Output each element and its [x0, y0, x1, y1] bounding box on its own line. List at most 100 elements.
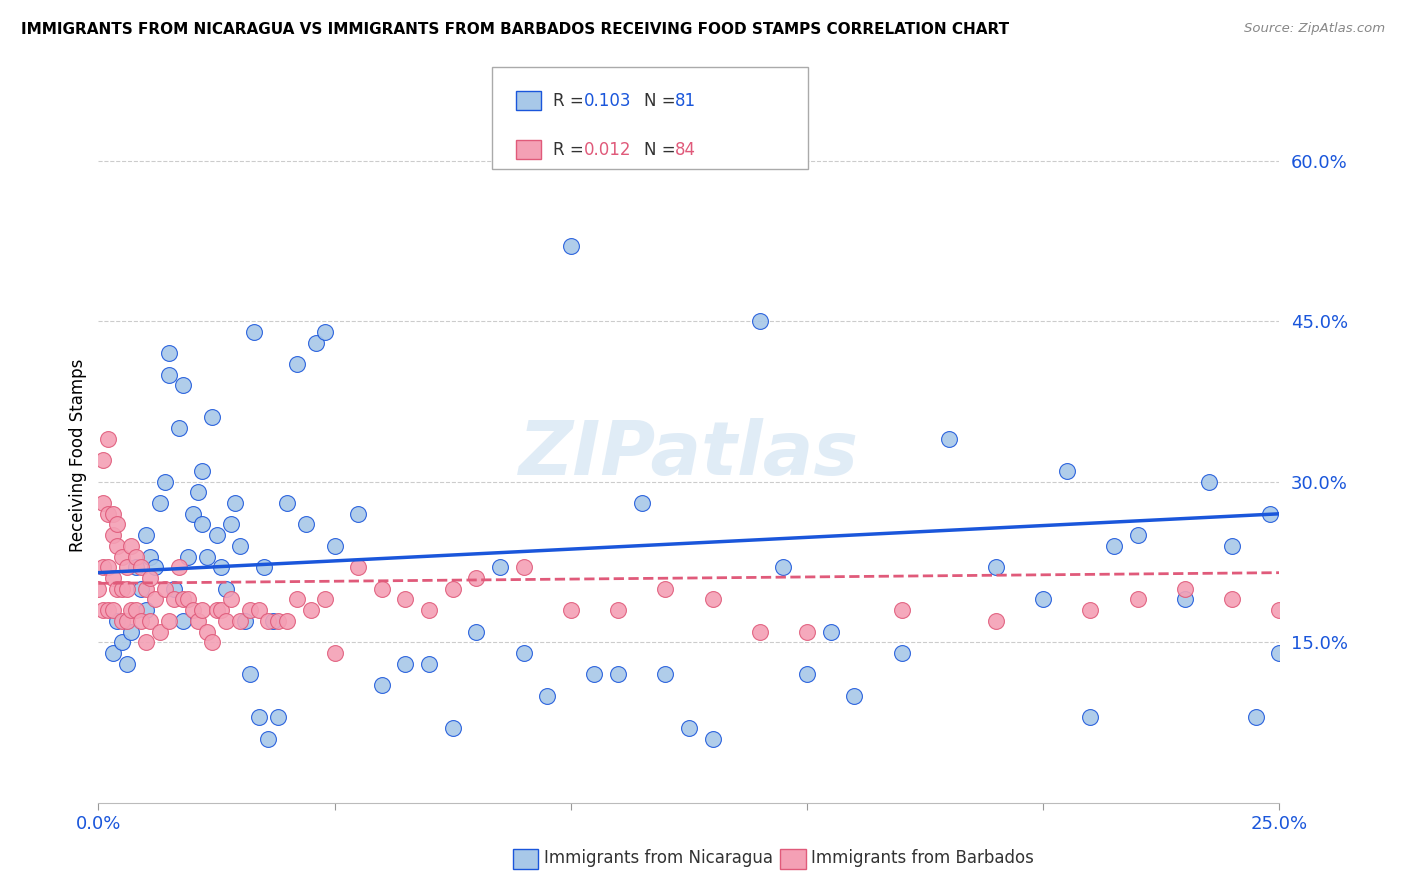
Point [153, 475, 176, 489]
Point [1080, 710, 1102, 724]
Point [115, 560, 138, 574]
Point [465, 571, 488, 585]
Point [984, 560, 1007, 574]
Point [796, 624, 818, 639]
Point [143, 560, 166, 574]
Point [229, 614, 252, 628]
Point [890, 603, 912, 617]
Point [91, 603, 114, 617]
Point [101, 603, 124, 617]
Point [253, 560, 276, 574]
Point [299, 603, 322, 617]
Point [630, 496, 652, 510]
Point [702, 731, 724, 746]
Point [1126, 528, 1149, 542]
Point [121, 624, 143, 639]
Point [153, 582, 176, 596]
Point [101, 571, 124, 585]
Text: ZIPatlas: ZIPatlas [519, 418, 859, 491]
Point [101, 646, 124, 660]
Point [1056, 464, 1078, 478]
Point [257, 614, 280, 628]
Point [1268, 646, 1291, 660]
Point [215, 582, 238, 596]
Point [177, 592, 200, 607]
Text: 0.012: 0.012 [583, 141, 631, 159]
Point [149, 496, 172, 510]
Point [233, 614, 256, 628]
Point [1244, 710, 1267, 724]
Point [143, 592, 166, 607]
Point [125, 549, 148, 564]
Point [115, 657, 138, 671]
Point [305, 335, 328, 350]
Point [938, 432, 960, 446]
Point [583, 667, 606, 681]
Point [209, 603, 232, 617]
Point [129, 582, 152, 596]
Point [172, 378, 194, 392]
Point [654, 667, 676, 681]
Point [347, 560, 370, 574]
Point [1198, 475, 1220, 489]
Point [984, 614, 1007, 628]
Point [678, 721, 700, 735]
Point [239, 603, 262, 617]
Point [97, 432, 120, 446]
Point [441, 721, 464, 735]
Y-axis label: Receiving Food Stamps: Receiving Food Stamps [69, 359, 87, 551]
Point [101, 507, 124, 521]
Point [607, 667, 630, 681]
Point [111, 549, 134, 564]
Point [163, 582, 186, 596]
Point [323, 646, 346, 660]
Point [654, 582, 676, 596]
Point [125, 603, 148, 617]
Text: Immigrants from Nicaragua: Immigrants from Nicaragua [544, 849, 773, 867]
Point [607, 603, 630, 617]
Point [267, 614, 290, 628]
Point [205, 528, 228, 542]
Point [135, 603, 157, 617]
Point [1102, 539, 1125, 553]
Text: R =: R = [553, 92, 589, 110]
Point [560, 239, 582, 253]
Text: 84: 84 [675, 141, 696, 159]
Point [121, 603, 143, 617]
Point [314, 325, 336, 339]
Point [191, 603, 214, 617]
Point [172, 614, 194, 628]
Point [748, 624, 770, 639]
Point [512, 560, 534, 574]
Point [394, 657, 416, 671]
Point [129, 560, 152, 574]
Point [191, 464, 214, 478]
Point [1316, 582, 1339, 596]
Point [1126, 592, 1149, 607]
Point [105, 614, 128, 628]
Point [97, 603, 120, 617]
Point [205, 603, 228, 617]
Point [347, 507, 370, 521]
Point [115, 614, 138, 628]
Point [1268, 603, 1291, 617]
Text: 81: 81 [675, 92, 696, 110]
Point [181, 507, 204, 521]
Point [135, 635, 157, 649]
Point [702, 592, 724, 607]
Point [219, 592, 242, 607]
Point [772, 560, 794, 574]
Text: R =: R = [553, 141, 589, 159]
Point [247, 710, 270, 724]
Point [323, 539, 346, 553]
Point [115, 582, 138, 596]
Point [129, 614, 152, 628]
Point [229, 539, 252, 553]
Point [91, 453, 114, 467]
Point [1032, 592, 1054, 607]
Point [418, 657, 440, 671]
Text: Immigrants from Barbados: Immigrants from Barbados [811, 849, 1035, 867]
Point [441, 582, 464, 596]
Point [91, 560, 114, 574]
Point [1174, 592, 1197, 607]
